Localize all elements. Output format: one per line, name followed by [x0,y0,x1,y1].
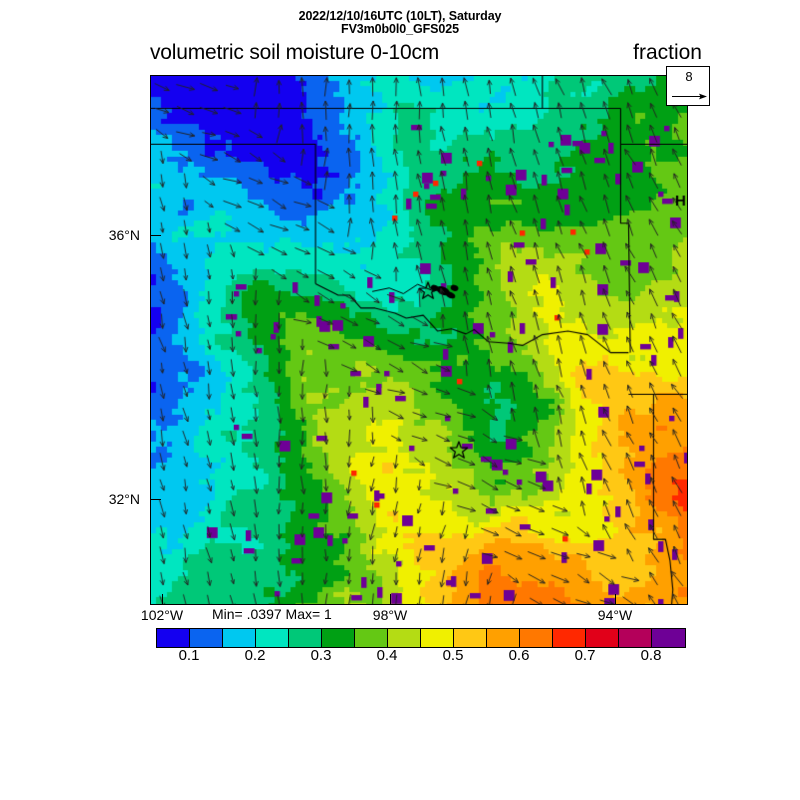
map-plot-area[interactable] [150,75,688,605]
colorbar-swatch [289,629,322,647]
colorbar-swatch [421,629,454,647]
colorbar-tick-label: 0.3 [310,647,332,664]
datetime-title: 2022/12/10/16UTC (10LT), Saturday [298,9,502,23]
map-overlay-layer [151,76,687,604]
colorbar-swatch [454,629,487,647]
longitude-tick-mark [162,594,163,605]
colorbar-tick-label: 0.1 [178,647,200,664]
reference-vector-arrow-icon [672,93,707,100]
longitude-tick-label: 98°W [372,607,408,623]
colorbar-tick-label: 0.6 [508,647,530,664]
colorbar-swatch [388,629,421,647]
longitude-tick-mark [390,594,391,605]
latitude-tick-label: 36°N [108,227,140,243]
colorbar[interactable] [156,628,686,648]
colorbar-swatch [157,629,190,647]
longitude-tick-label: 94°W [597,607,633,623]
wind-reference-key: 8 [666,66,710,106]
min-max-stats: Min= .0397 Max= 1 [212,606,332,622]
colorbar-tick-label: 0.4 [376,647,398,664]
colorbar-tick-label: 0.7 [574,647,596,664]
colorbar-swatch [487,629,520,647]
colorbar-swatch [619,629,652,647]
variable-title: volumetric soil moisture 0-10cm [150,41,440,64]
colorbar-swatch [223,629,256,647]
colorbar-swatch [553,629,586,647]
colorbar-swatch [355,629,388,647]
longitude-tick-mark [615,594,616,605]
colorbar-swatch [586,629,619,647]
model-title: FV3m0b0l0_GFS025 [341,22,459,36]
latitude-tick-label: 32°N [108,491,140,507]
colorbar-swatch [322,629,355,647]
colorbar-tick-label: 0.5 [442,647,464,664]
latitude-tick-mark [150,499,161,500]
subtitle-row: volumetric soil moisture 0-10cm fraction [0,41,800,67]
colorbar-swatch [652,629,685,647]
units-label: fraction [633,41,702,64]
colorbar-swatch [190,629,223,647]
wind-key-value: 8 [685,69,693,84]
colorbar-tick-label: 0.2 [244,647,266,664]
latitude-tick-mark [150,235,161,236]
title-block: 2022/12/10/16UTC (10LT), Saturday FV3m0b… [0,10,800,36]
colorbar-swatch [520,629,553,647]
colorbar-tick-label: 0.8 [640,647,662,664]
colorbar-swatch [256,629,289,647]
longitude-tick-label: 102°W [140,607,184,623]
